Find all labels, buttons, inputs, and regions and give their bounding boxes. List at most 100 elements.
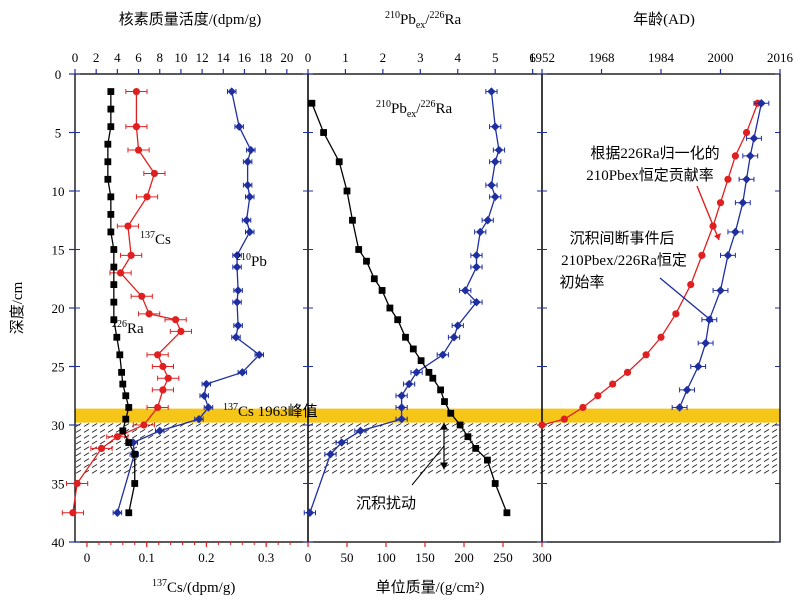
hatch-mark [555,423,562,427]
hatch-mark [355,464,362,468]
hatch-mark [763,428,770,433]
label-part: 210 [385,10,400,21]
hatch-mark [627,428,634,433]
hatch-mark [339,434,346,439]
hatch-mark [499,423,506,427]
hatch-mark [187,452,194,457]
hatch-mark [427,434,434,439]
top-tick-label: 12 [196,50,209,65]
hatch-mark [387,469,394,474]
hatch-mark [667,458,674,462]
hatch-mark [195,464,202,468]
unit-mass-point [456,421,464,429]
y-axis-label: 深度/cm [9,281,26,334]
hatch-mark [139,440,146,445]
hatch-mark [355,458,362,462]
hatch-mark [83,446,90,451]
hatch-mark [707,446,714,451]
hatch-mark [635,440,642,445]
hatch-mark [307,464,314,468]
hatch-mark [315,458,322,462]
hatch-mark [667,434,674,439]
hatch-mark [731,423,738,427]
hatch-mark [427,458,434,462]
hatch-mark [315,446,322,451]
hatch-mark [555,458,562,462]
label-210pb: 210Pb [236,252,267,270]
label-226ra: 226Ra [112,319,144,337]
hatch-mark [659,458,666,462]
hatch-mark [211,423,218,427]
hatch-mark [179,464,186,468]
hatch-mark [483,434,490,439]
hatch-mark [259,423,266,427]
unit-mass-point [437,386,444,394]
hatch-mark [147,446,154,451]
hatch-mark [611,440,618,445]
hatch-mark [747,458,754,462]
cs137-point [110,316,118,324]
unit-mass-point [320,129,327,136]
hatch-mark [547,464,554,468]
hatch-mark [715,423,722,427]
crs-age-point [579,403,587,412]
hatch-mark [251,464,258,468]
hatch-mark [99,428,106,433]
hatch-mark [171,446,178,451]
label-part: 137 [223,402,238,413]
hatch-mark [235,440,242,445]
hatch-mark [371,458,378,462]
hatch-mark [275,440,282,445]
ra226-point [132,87,141,96]
hatch-mark [315,464,322,468]
hatch-mark [147,458,154,462]
hatch-mark [451,458,458,462]
label-crs-line2: 210Pbex恒定贡献率 [586,167,714,184]
hatch-mark [171,428,178,433]
hatch-mark [387,434,394,439]
pb210-point [113,508,122,517]
pbex-ra-ratio-point [491,122,500,131]
unit-mass-point [343,187,351,195]
y-tick-label: 0 [55,67,62,82]
hatch-mark [363,469,370,474]
hatch-mark [83,423,90,427]
hatch-mark [403,464,410,468]
top-tick-label: 16 [238,50,252,65]
hatch-mark [531,464,538,468]
top-tick-label: 10 [174,50,187,65]
hatch-mark [491,423,498,427]
hatch-mark [555,464,562,468]
hatch-mark [691,458,698,462]
hatch-mark [451,446,458,451]
hatch-mark [355,440,362,445]
top-tick-label: 0 [305,50,312,65]
hatch-mark [435,440,442,445]
hatch-mark [579,440,586,445]
hatch-mark [203,452,210,457]
crs-age-point [642,351,650,359]
hatch-mark [299,458,306,462]
hatch-mark [499,458,506,462]
hatch-mark [619,423,626,427]
hatch-mark [611,428,618,433]
hatch-mark [83,440,90,445]
hatch-mark [219,446,226,451]
bottom-tick-label: 0.3 [258,550,274,565]
hatch-mark [771,423,778,427]
hatch-mark [443,440,450,445]
hatch-mark [475,434,482,439]
hatch-mark [283,458,290,462]
hatch-mark [587,428,594,433]
hatch-mark [483,423,490,427]
ra226-point [69,509,77,517]
unit-mass-point [464,433,472,441]
bottom-tick-label: 100 [376,550,396,565]
hatch-mark [715,458,722,462]
hatch-mark [347,423,354,427]
hatch-mark [163,428,170,433]
hatch-mark [435,428,442,433]
hatch-mark [435,434,442,439]
hatch-mark [451,434,458,439]
hatch-mark [723,452,730,457]
